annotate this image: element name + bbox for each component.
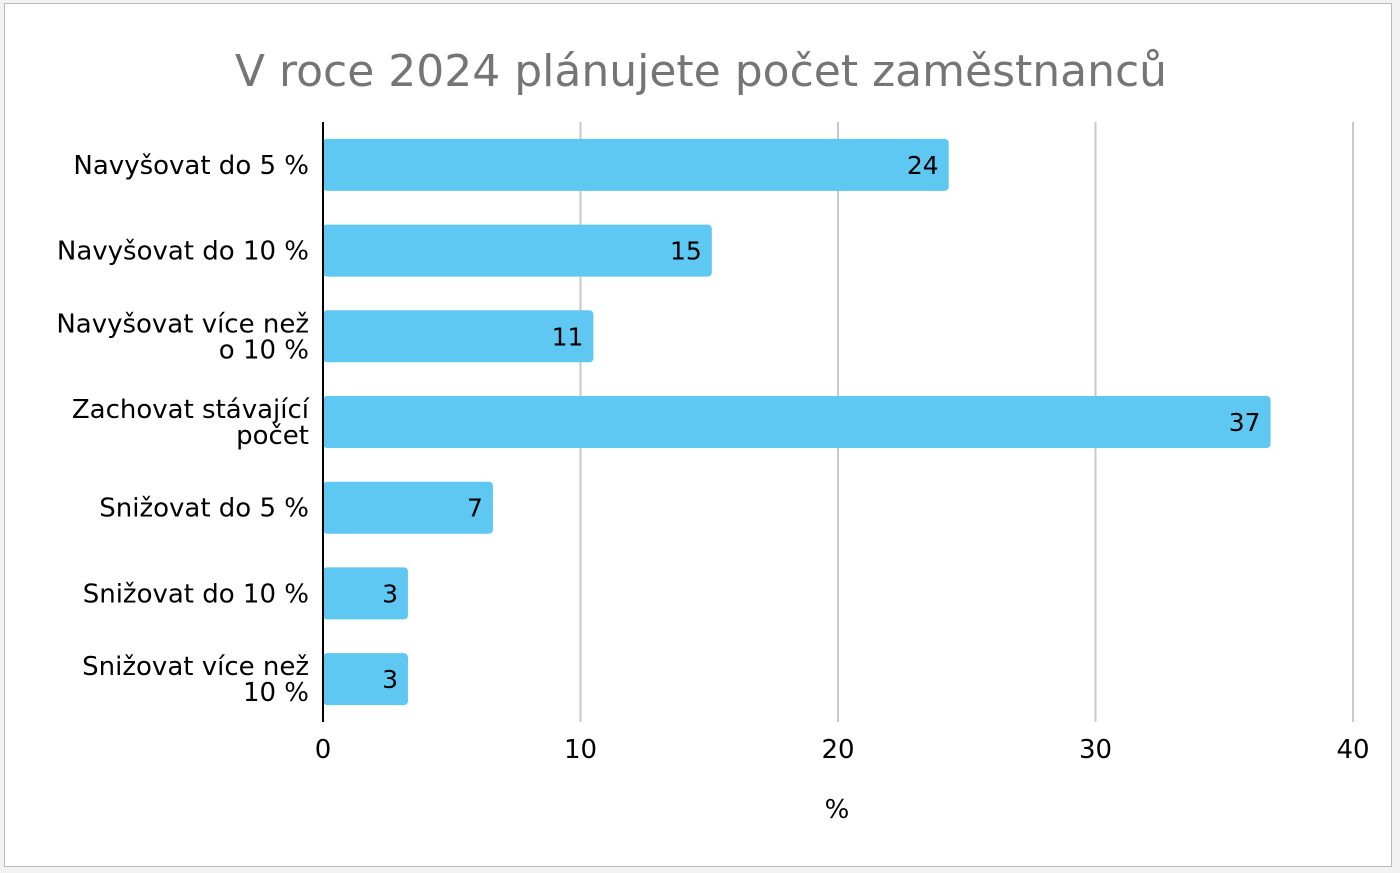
bar <box>323 138 949 191</box>
bar-value-label: 3 <box>382 579 398 608</box>
bar-value-label: 15 <box>670 237 702 266</box>
bar-value-label: 11 <box>552 322 584 351</box>
bar <box>323 481 493 534</box>
category-label: Navyšovat více než o 10 % <box>56 309 309 365</box>
x-tick-label: 0 <box>315 735 332 765</box>
category-labels: Navyšovat do 5 % Navyšovat do 10 % Navyšov… <box>56 151 309 708</box>
x-axis-label: % <box>825 795 850 825</box>
category-label: Snižovat do 5 % <box>99 494 309 524</box>
bar-value-label: 3 <box>382 665 398 694</box>
bar <box>323 310 594 363</box>
bar-chart: V roce 2024 plánujete počet zaměstnanců … <box>56 46 1370 825</box>
x-tick-label: 40 <box>1336 735 1369 765</box>
x-tick-label: 20 <box>821 735 854 765</box>
category-label: Snižovat více než 10 % <box>82 652 309 708</box>
bar <box>323 224 712 277</box>
bar <box>323 396 1271 448</box>
bar <box>323 653 408 706</box>
bar-value-label: 7 <box>467 494 483 523</box>
bars: 24 15 11 37 7 3 3 <box>323 138 1271 706</box>
category-label: Navyšovat do 10 % <box>57 237 309 267</box>
category-label: Snižovat do 10 % <box>83 579 309 609</box>
category-label: Zachovat stávající počet <box>72 395 310 451</box>
chart-frame: V roce 2024 plánujete počet zaměstnanců … <box>4 3 1392 867</box>
x-tick-label: 30 <box>1079 735 1112 765</box>
bar-value-label: 37 <box>1229 408 1261 437</box>
bar-value-label: 24 <box>907 151 939 180</box>
bar <box>323 567 408 620</box>
chart-title: V roce 2024 plánujete počet zaměstnanců <box>235 46 1167 97</box>
x-tick-label: 10 <box>564 735 597 765</box>
x-axis-ticks: 0 10 20 30 40 <box>315 735 1370 765</box>
category-label: Navyšovat do 5 % <box>73 151 309 181</box>
